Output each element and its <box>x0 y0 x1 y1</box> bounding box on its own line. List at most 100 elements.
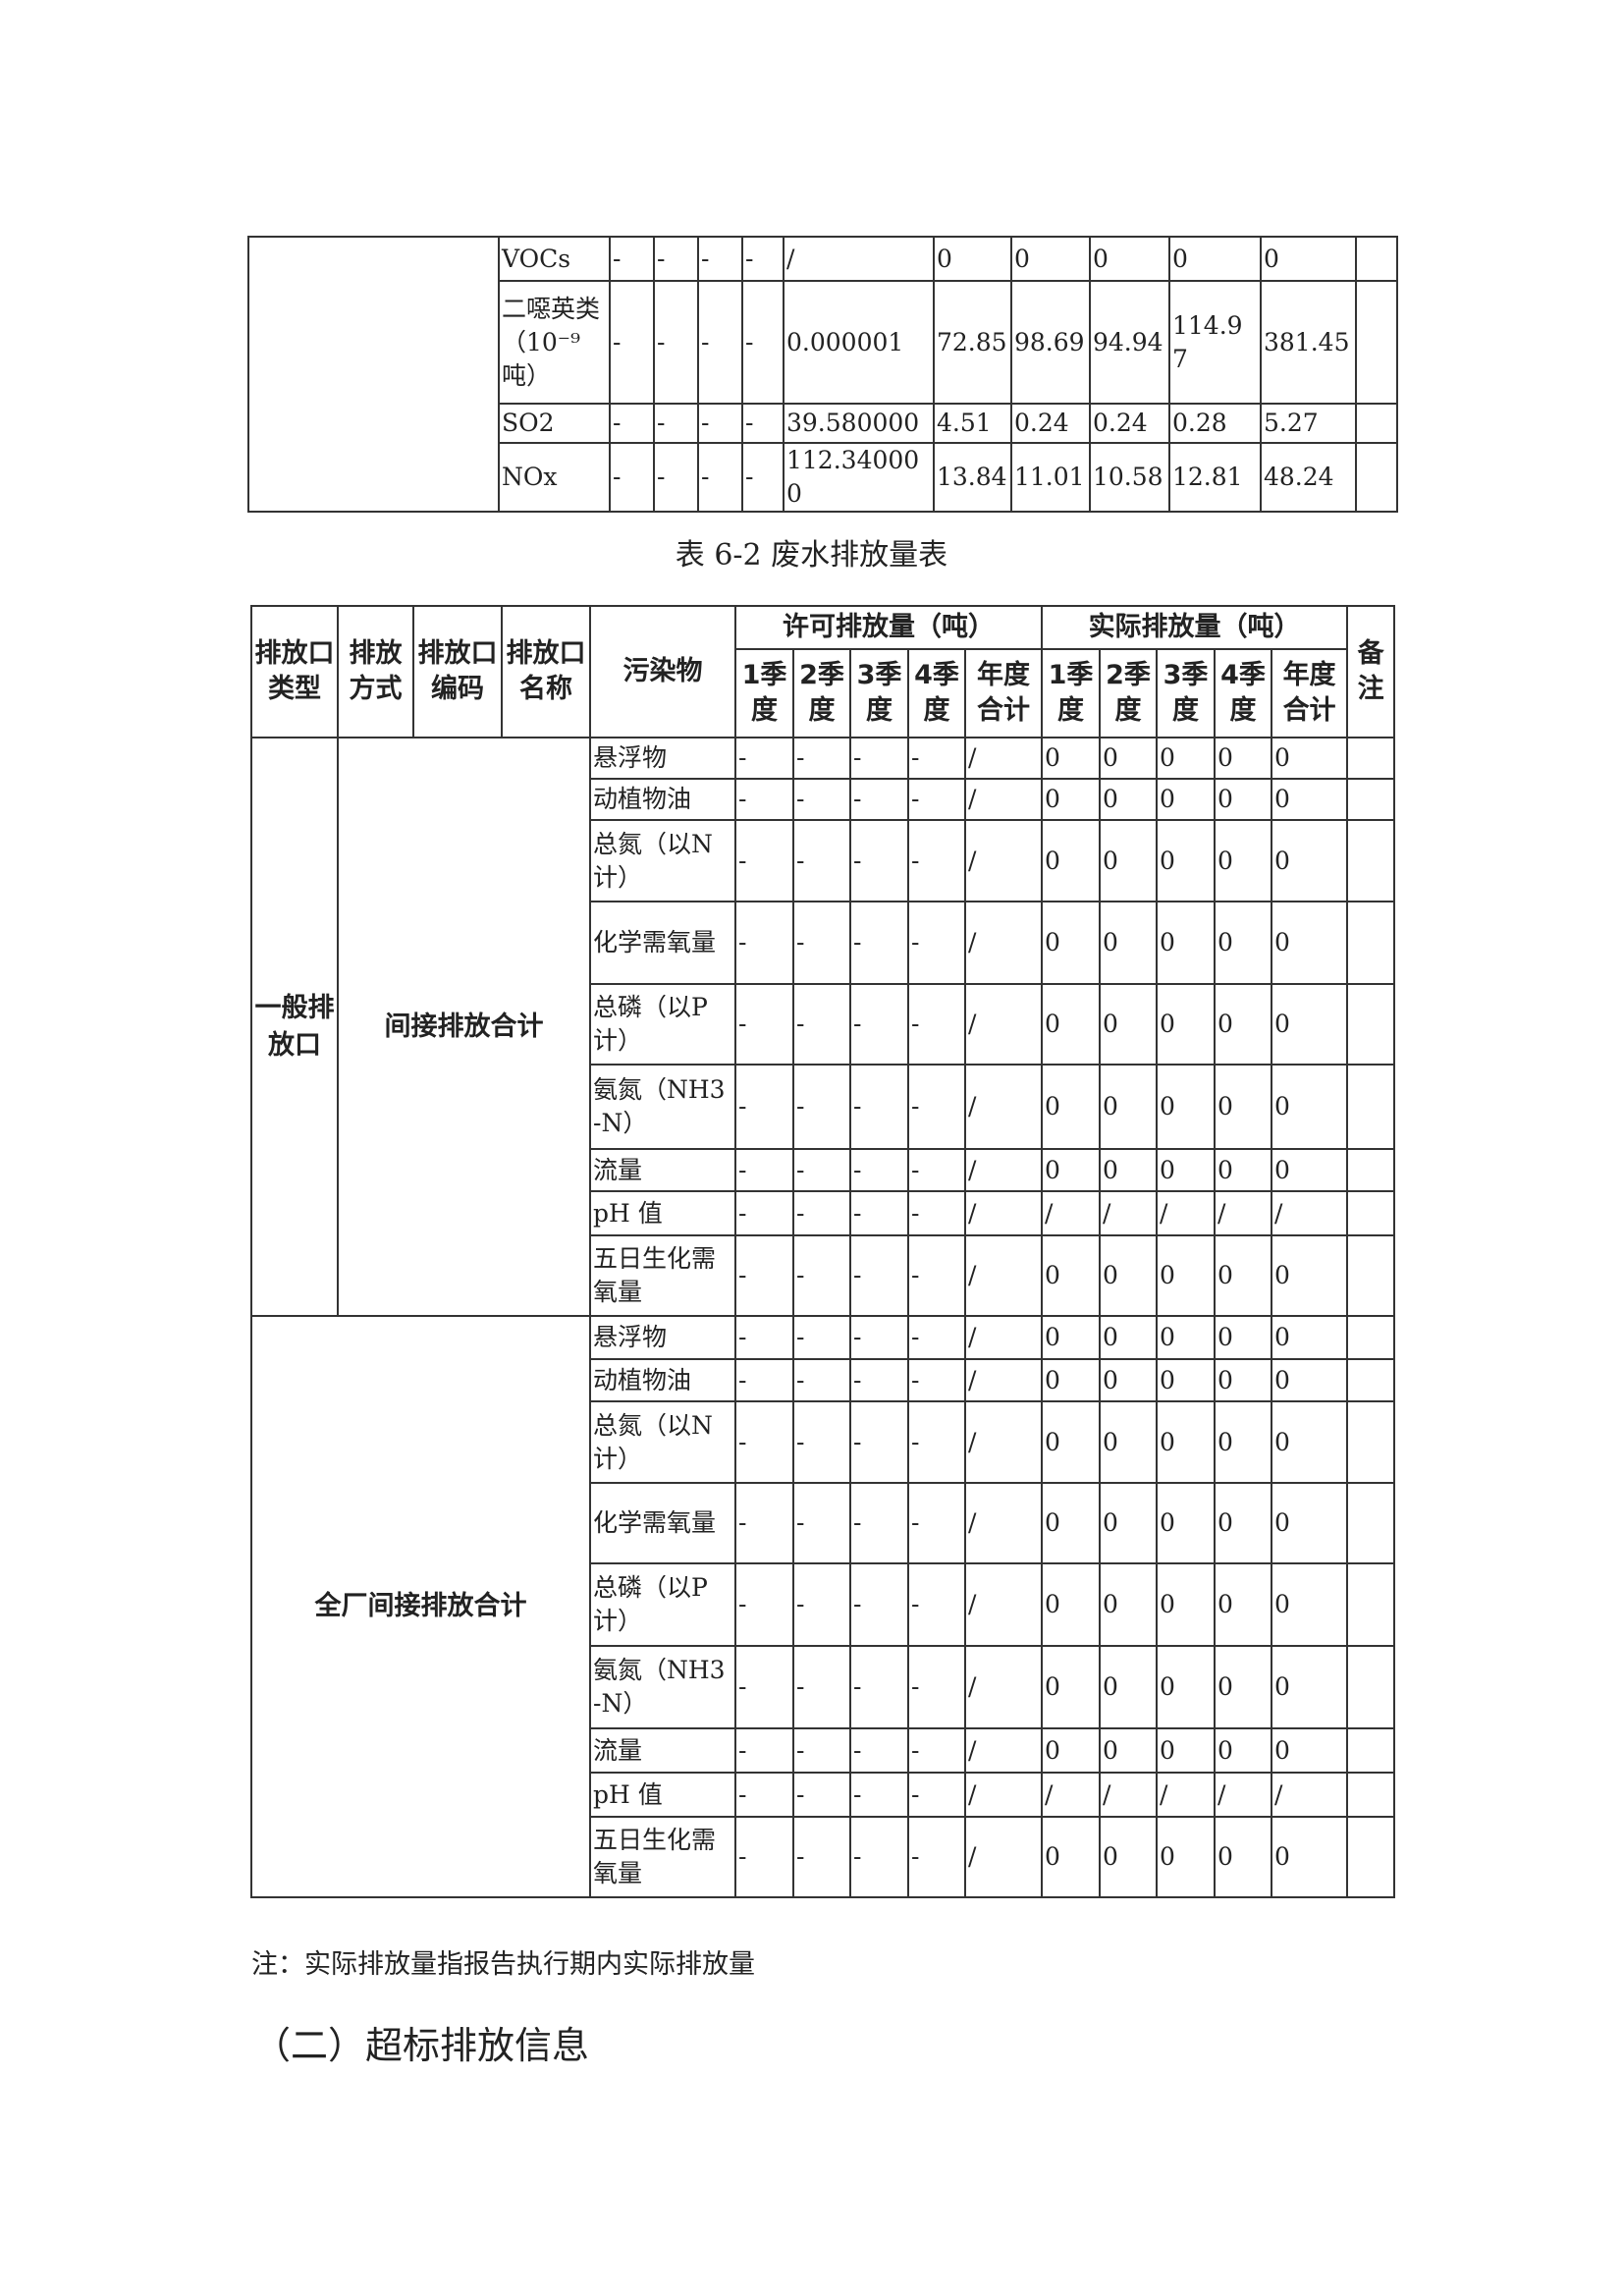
remark-cell <box>1355 442 1398 513</box>
permit-value-cell: - <box>734 901 794 985</box>
actual-value-cell: 0 <box>1156 1482 1217 1564</box>
actual-value-cell: 0 <box>933 236 1012 282</box>
permit-value-cell: / <box>963 1358 1044 1402</box>
permit-value-cell: - <box>734 1190 794 1236</box>
table-row: 氨氮（NH3-N） - - - -/0 0 0 0 0 <box>251 1064 1396 1150</box>
actual-value-cell: 0 <box>1156 819 1217 902</box>
table-row: 二噁英类（10⁻⁹吨） - - - -0.000001 72.85 98.69 94.94 11… <box>248 280 1398 405</box>
permit-value-cell: - <box>741 442 784 513</box>
actual-value-cell: 0 <box>1041 1234 1102 1317</box>
table-row: 总氮（以N计） - - - -/0 0 0 0 0 <box>251 1400 1396 1484</box>
air-emission-table-continued: VOCs - - - -/0 0 0 0 0 二噁英类（10⁻⁹吨） - - - -0.000001 72.… <box>247 236 1398 513</box>
permit-value-cell: 112.340000 <box>783 442 935 513</box>
actual-value-cell: 0 <box>1156 1816 1217 1898</box>
pollutant-cell: 氨氮（NH3-N） <box>589 1645 736 1729</box>
permit-value-cell: / <box>963 819 1044 902</box>
permit-value-cell: - <box>849 1148 909 1192</box>
actual-value-cell: 48.24 <box>1260 442 1357 513</box>
actual-value-cell: 0 <box>1214 737 1273 780</box>
actual-value-cell: 0 <box>1156 1358 1217 1402</box>
actual-value-cell: 98.69 <box>1010 280 1091 405</box>
permit-value-cell: - <box>734 983 794 1066</box>
table-row: NOx - - - -112.340000 13.84 11.01 10.58 12.81 48.… <box>248 442 1398 513</box>
header-actual-group: 实际排放量（吨） <box>1041 605 1349 650</box>
permit-value-cell: - <box>792 1727 851 1774</box>
permit-value-cell: - <box>653 280 699 405</box>
actual-value-cell: 0 <box>1271 1358 1349 1402</box>
actual-value-cell: / <box>1099 1190 1159 1236</box>
header-permit-period: 2季度 <box>792 648 851 738</box>
actual-value-cell: 114.97 <box>1168 280 1262 405</box>
actual-value-cell: 0 <box>1041 1816 1102 1898</box>
header-outlet-name: 排放口名称 <box>501 605 591 738</box>
wastewater-emission-table: 排放口类型 排放方式 排放口编码 排放口名称 污染物 许可排放量（吨） 实际排放… <box>250 605 1396 1898</box>
permit-value-cell: / <box>963 1148 1044 1192</box>
permit-value-cell: - <box>907 1482 966 1564</box>
permit-value-cell: / <box>963 901 1044 985</box>
permit-value-cell: - <box>907 1400 966 1484</box>
actual-value-cell: 0 <box>1271 819 1349 902</box>
pollutant-cell: 化学需氧量 <box>589 901 736 985</box>
remark-cell <box>1346 1064 1396 1150</box>
table-row: 流量 - - - -/0 0 0 0 0 <box>251 1148 1396 1192</box>
table-row: 化学需氧量 - - - -/0 0 0 0 0 <box>251 1482 1396 1564</box>
permit-value-cell: / <box>963 1064 1044 1150</box>
permit-value-cell: - <box>849 1645 909 1729</box>
pollutant-cell: 动植物油 <box>589 1358 736 1402</box>
actual-value-cell: 0 <box>1099 1816 1159 1898</box>
actual-value-cell: 0 <box>1214 1400 1273 1484</box>
permit-value-cell: - <box>907 901 966 985</box>
table-row: VOCs - - - -/0 0 0 0 0 <box>247 236 1398 513</box>
pollutant-cell: 总磷（以P计） <box>589 983 736 1066</box>
pollutant-cell: NOx <box>498 442 611 513</box>
header-actual-period: 4季度 <box>1214 648 1273 738</box>
actual-value-cell: 0 <box>1214 1148 1273 1192</box>
header-outlet-code: 排放口编码 <box>412 605 503 738</box>
actual-value-cell: 0 <box>1041 1645 1102 1729</box>
permit-value-cell: - <box>849 983 909 1066</box>
permit-value-cell: - <box>907 1315 966 1360</box>
permit-value-cell: 0.000001 <box>783 280 935 405</box>
header-permit-period: 1季度 <box>734 648 794 738</box>
permit-value-cell: - <box>792 1190 851 1236</box>
actual-value-cell: 0 <box>1010 236 1091 282</box>
actual-value-cell: 0 <box>1041 778 1102 821</box>
permit-value-cell: - <box>653 236 699 282</box>
remark-cell <box>1346 1148 1396 1192</box>
permit-value-cell: - <box>792 1482 851 1564</box>
permit-value-cell: - <box>792 1562 851 1647</box>
permit-value-cell: - <box>697 403 743 444</box>
actual-value-cell: 10.58 <box>1089 442 1170 513</box>
table-row: pH 值 - - - - / / / / / / <box>251 1772 1396 1818</box>
permit-value-cell: / <box>963 778 1044 821</box>
permit-value-cell: - <box>907 778 966 821</box>
permit-value-cell: - <box>907 1358 966 1402</box>
header-actual-period: 年度合计 <box>1271 648 1349 738</box>
actual-value-cell: 0 <box>1099 1727 1159 1774</box>
permit-value-cell: - <box>609 442 655 513</box>
remark-cell <box>1346 901 1396 985</box>
outlet-cell <box>247 236 500 513</box>
permit-value-cell: - <box>849 778 909 821</box>
header-actual-period: 2季度 <box>1099 648 1159 738</box>
actual-value-cell: 0 <box>1156 1400 1217 1484</box>
remark-cell <box>1346 1727 1396 1774</box>
permit-value-cell: - <box>792 1772 851 1818</box>
actual-value-cell: 0 <box>1156 1562 1217 1647</box>
actual-value-cell: 0 <box>1271 1400 1349 1484</box>
actual-value-cell: 0 <box>1156 1234 1217 1317</box>
actual-value-cell: 94.94 <box>1089 280 1170 405</box>
actual-value-cell: 11.01 <box>1010 442 1091 513</box>
pollutant-cell: 动植物油 <box>589 778 736 821</box>
permit-value-cell: 39.580000 <box>783 403 935 444</box>
permit-value-cell: - <box>697 442 743 513</box>
actual-value-cell: 0.24 <box>1010 403 1091 444</box>
table-row: 总磷（以P计） - - - -/0 0 0 0 0 <box>251 983 1396 1066</box>
header-pollutant: 污染物 <box>589 605 736 738</box>
actual-value-cell: 0 <box>1271 1234 1349 1317</box>
remark-cell <box>1346 1816 1396 1898</box>
permit-value-cell: - <box>653 403 699 444</box>
permit-value-cell: - <box>907 1645 966 1729</box>
actual-value-cell: 0 <box>1041 901 1102 985</box>
actual-value-cell: 0 <box>1099 1315 1159 1360</box>
